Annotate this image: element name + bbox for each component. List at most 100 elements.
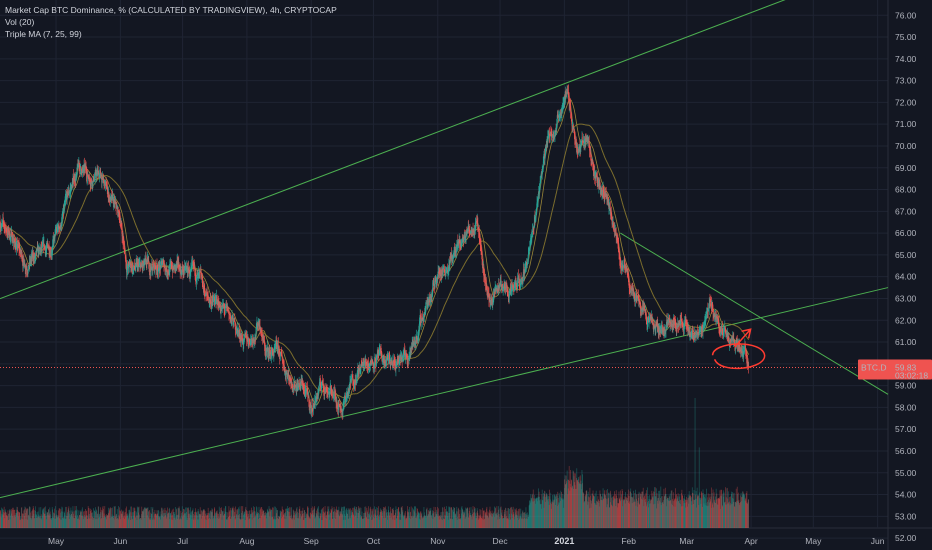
volume-bar xyxy=(724,501,726,528)
candle-body xyxy=(467,228,469,233)
volume-bar xyxy=(553,494,555,528)
volume-bar xyxy=(49,507,51,528)
candle-body xyxy=(404,353,406,355)
candle-body xyxy=(420,315,421,320)
candle-body xyxy=(451,255,453,259)
volume-bar xyxy=(294,510,296,528)
volume-bar xyxy=(515,509,516,528)
volume-bar xyxy=(336,512,338,528)
volume-bar xyxy=(444,519,446,528)
volume-bar xyxy=(718,498,720,528)
candle-body xyxy=(228,310,229,314)
volume-bar xyxy=(211,508,213,528)
volume-bar xyxy=(491,516,492,528)
candle-body xyxy=(462,239,464,243)
volume-bar xyxy=(644,494,646,528)
candle-body xyxy=(383,358,384,362)
volume-bar xyxy=(395,506,397,528)
candle-body xyxy=(425,306,427,310)
volume-bar xyxy=(332,511,334,528)
volume-bar xyxy=(370,506,372,528)
volume-bar xyxy=(48,509,49,528)
volume-bar xyxy=(47,512,48,528)
volume-bar xyxy=(70,517,71,528)
volume-bar xyxy=(665,493,667,528)
volume-bar xyxy=(83,517,85,528)
volume-bar xyxy=(460,517,462,528)
volume-bar xyxy=(586,490,588,528)
volume-bar xyxy=(292,518,294,528)
candle-body xyxy=(114,202,116,204)
candle-body xyxy=(265,352,267,353)
volume-bar xyxy=(623,499,625,528)
candle-body xyxy=(181,268,183,272)
volume-bar xyxy=(107,513,109,528)
volume-bar xyxy=(44,516,46,528)
candle-body xyxy=(403,351,405,355)
volume-bar xyxy=(209,518,210,528)
candle-body xyxy=(339,404,340,407)
candle-body xyxy=(353,382,354,385)
volume-bar xyxy=(229,518,231,528)
volume-bar xyxy=(123,510,125,528)
candle-body xyxy=(102,176,103,180)
volume-bar xyxy=(245,506,247,528)
volume-bar xyxy=(614,499,616,528)
volume-bar xyxy=(172,519,174,528)
candle-body xyxy=(276,344,278,347)
candle-body xyxy=(322,383,324,385)
candle-body xyxy=(358,368,360,373)
candle-body xyxy=(169,269,170,274)
volume-bar xyxy=(256,513,258,528)
volume-bar xyxy=(237,517,239,528)
volume-bar xyxy=(340,513,341,528)
volume-bar xyxy=(520,516,521,528)
candle-body xyxy=(213,299,214,301)
candle-body xyxy=(283,364,285,368)
volume-bar xyxy=(544,497,546,528)
candle-body xyxy=(464,236,466,238)
candle-body xyxy=(75,177,77,181)
candle-body xyxy=(209,300,211,302)
volume-bar xyxy=(549,496,551,528)
candle-body xyxy=(368,365,370,368)
volume-bar xyxy=(450,518,451,528)
candle-body xyxy=(61,223,62,228)
volume-bar xyxy=(558,492,560,528)
volume-bar xyxy=(681,489,683,528)
volume-bar xyxy=(143,507,145,528)
candle-body xyxy=(378,351,380,353)
volume-bar xyxy=(264,515,266,528)
volume-bar xyxy=(653,491,654,528)
candle-body xyxy=(54,233,56,237)
candle-body xyxy=(448,264,450,269)
volume-bar xyxy=(380,509,382,528)
volume-bar xyxy=(655,496,657,528)
volume-bar xyxy=(393,514,395,528)
volume-bar xyxy=(582,474,584,528)
volume-bar xyxy=(396,508,398,528)
volume-bar xyxy=(698,447,700,528)
volume-bar xyxy=(659,500,661,528)
candle-body xyxy=(50,253,52,255)
volume-bar xyxy=(435,507,437,528)
candle-body xyxy=(324,389,326,393)
candle-body xyxy=(29,261,30,266)
candle-body xyxy=(320,386,322,388)
candle-body xyxy=(312,410,314,412)
volume-bar xyxy=(331,506,333,528)
volume-bar xyxy=(633,490,634,528)
candle-body xyxy=(302,381,303,385)
candle-body xyxy=(215,298,216,301)
volume-bar xyxy=(418,512,419,528)
volume-bar xyxy=(599,501,600,528)
candle-body xyxy=(78,163,80,167)
volume-bar xyxy=(585,494,586,528)
volume-bar xyxy=(200,514,201,528)
volume-bar xyxy=(613,496,615,528)
volume-bar xyxy=(187,507,189,528)
volume-bar xyxy=(267,512,269,528)
volume-bar xyxy=(661,502,663,528)
